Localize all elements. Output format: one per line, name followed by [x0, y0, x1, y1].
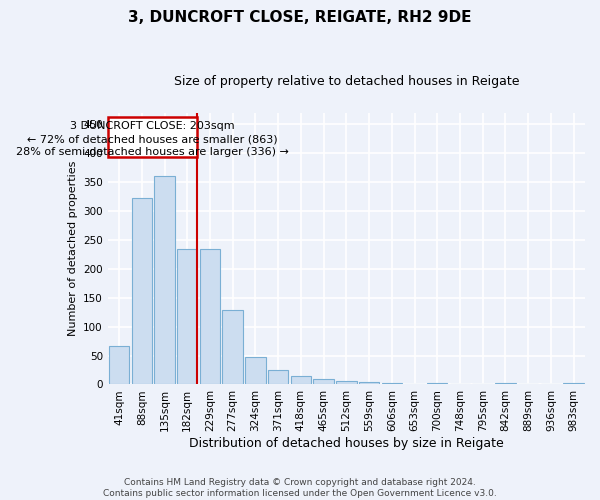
- Y-axis label: Number of detached properties: Number of detached properties: [68, 161, 77, 336]
- Bar: [177, 248, 197, 384]
- Title: Size of property relative to detached houses in Reigate: Size of property relative to detached ho…: [173, 75, 519, 88]
- Bar: [290, 376, 311, 384]
- Bar: [154, 176, 175, 384]
- Bar: [382, 382, 402, 384]
- Bar: [336, 381, 356, 384]
- Bar: [223, 310, 243, 384]
- Bar: [245, 356, 266, 384]
- Bar: [313, 378, 334, 384]
- FancyBboxPatch shape: [108, 117, 197, 158]
- Text: 3 DUNCROFT CLOSE: 203sqm: 3 DUNCROFT CLOSE: 203sqm: [70, 122, 235, 132]
- Bar: [359, 382, 379, 384]
- Text: 3, DUNCROFT CLOSE, REIGATE, RH2 9DE: 3, DUNCROFT CLOSE, REIGATE, RH2 9DE: [128, 10, 472, 25]
- Text: 28% of semi-detached houses are larger (336) →: 28% of semi-detached houses are larger (…: [16, 147, 289, 157]
- Bar: [200, 248, 220, 384]
- Bar: [268, 370, 289, 384]
- Bar: [131, 198, 152, 384]
- Bar: [109, 346, 129, 385]
- Text: ← 72% of detached houses are smaller (863): ← 72% of detached houses are smaller (86…: [27, 134, 278, 144]
- X-axis label: Distribution of detached houses by size in Reigate: Distribution of detached houses by size …: [189, 437, 504, 450]
- Text: Contains HM Land Registry data © Crown copyright and database right 2024.
Contai: Contains HM Land Registry data © Crown c…: [103, 478, 497, 498]
